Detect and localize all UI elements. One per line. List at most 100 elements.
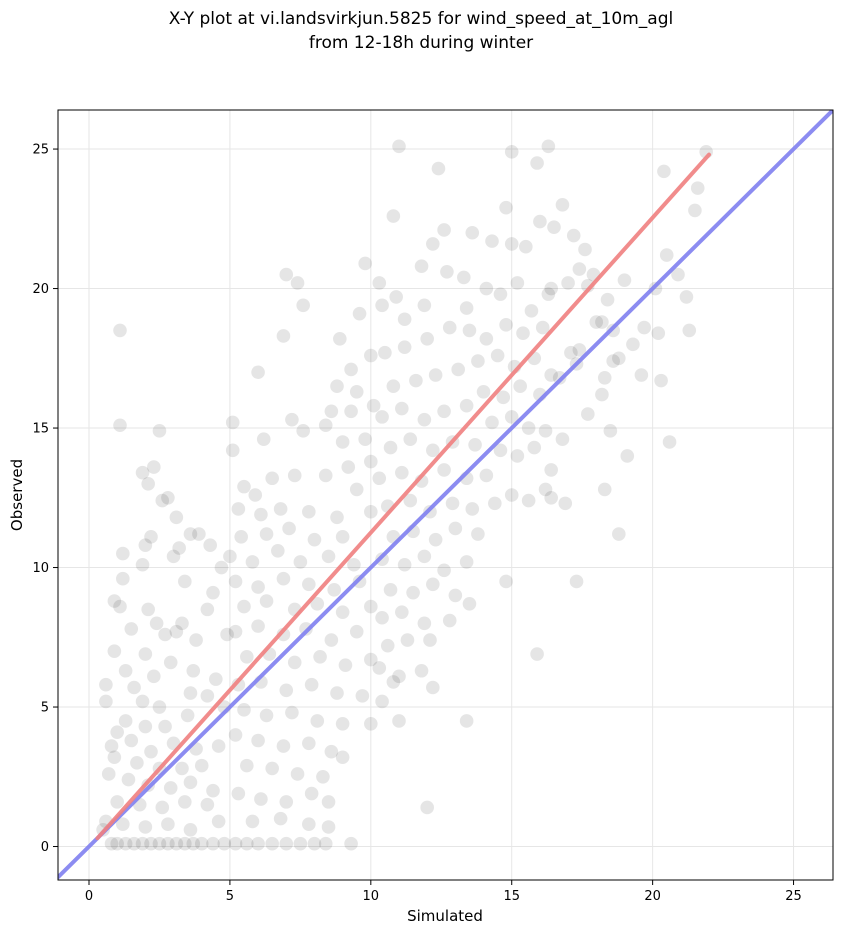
scatter-point [124,622,139,636]
scatter-point [135,465,150,480]
scatter-point [372,661,387,675]
scatter-point [358,432,372,447]
scatter-point [313,650,327,664]
scatter-point [530,647,544,661]
scatter-point [364,454,378,469]
scatter-point [330,510,344,525]
scatter-point [290,767,305,781]
scatter-point [101,767,116,781]
scatter-point [135,694,150,709]
scatter-point [279,836,294,851]
scatter-point [163,655,178,670]
scatter-point [251,619,265,633]
scatter-point [479,331,494,346]
scatter-point [479,468,494,483]
scatter-point [358,256,372,271]
scatter-point [282,521,296,536]
scatter-point [327,583,341,597]
scatter-point [375,694,389,709]
scatter-point [485,415,499,430]
scatter-point [459,555,474,569]
scatter-point [499,200,513,215]
scatter-point [237,703,251,717]
scatter-point [637,320,651,335]
scatter-point [237,479,251,494]
scatter-point [144,744,158,759]
scatter-point [290,276,305,290]
scatter-point [285,705,299,720]
scatter-point [161,817,175,832]
scatter-point [99,677,113,692]
scatter-point [276,329,291,343]
scatter-point [372,471,387,486]
scatter-point [248,488,263,502]
scatter-point [459,714,474,728]
scatter-point [566,228,581,243]
scatter-point [479,281,494,296]
scatter-point [488,496,502,511]
scatter-point [304,677,319,692]
scatter-point [178,795,192,809]
scatter-point [276,571,291,586]
scatter-point [437,223,451,237]
scatter-point [228,574,243,589]
scatter-point [200,602,215,617]
chart-title-line-1: X-Y plot at vi.landsvirkjun.5825 for win… [169,9,673,29]
scatter-point [493,287,508,301]
scatter-point [426,577,440,592]
scatter-point [110,836,124,851]
scatter-point [231,677,246,692]
scatter-point [459,301,474,315]
scatter-point [403,432,418,447]
scatter-point [448,588,463,603]
scatter-point [225,415,240,430]
scatter-point [400,633,415,647]
scatter-point [104,836,119,851]
scatter-point [116,817,130,832]
x-tick-label: 15 [503,889,520,904]
scatter-point [178,574,192,589]
scatter-point [189,633,203,647]
scatter-point [194,758,209,773]
scatter-point [231,502,246,516]
scatter-point [206,836,220,851]
scatter-point [310,714,325,728]
scatter-point [541,139,556,154]
scatter-point [442,320,457,335]
scatter-point [428,532,443,547]
scatter-point [237,599,251,614]
scatter-point [392,669,406,684]
scatter-point [349,624,364,639]
scatter-point [364,599,378,614]
scatter-point [147,460,161,474]
scatter-point [541,287,556,301]
scatter-point [186,663,201,678]
scatter-point [169,624,184,639]
scatter-point [572,343,587,357]
scatter-point [118,836,133,851]
scatter-point [183,775,198,790]
scatter-point [116,571,130,586]
scatter-point [465,502,480,516]
scatter-point [335,716,350,731]
scatter-point [688,203,702,218]
scatter-point [183,527,198,541]
scatter-point [234,530,248,544]
scatter-point [254,792,268,806]
scatter-point [293,555,308,569]
scatter-point [445,496,460,511]
scatter-point [341,460,356,474]
x-axis-ticks: 0 5 10 15 20 25 [85,880,802,904]
scatter-point [544,281,558,296]
scatter-point [519,239,533,254]
scatter-point [183,686,198,700]
scatter-point [395,605,409,619]
scatter-point [321,795,336,809]
scatter-point [437,404,451,419]
scatter-point [538,424,553,438]
scatter-point [231,786,246,801]
scatter-point [169,510,184,525]
scatter-point [127,680,141,695]
scatter-point [389,290,403,304]
scatter-point [155,800,170,815]
